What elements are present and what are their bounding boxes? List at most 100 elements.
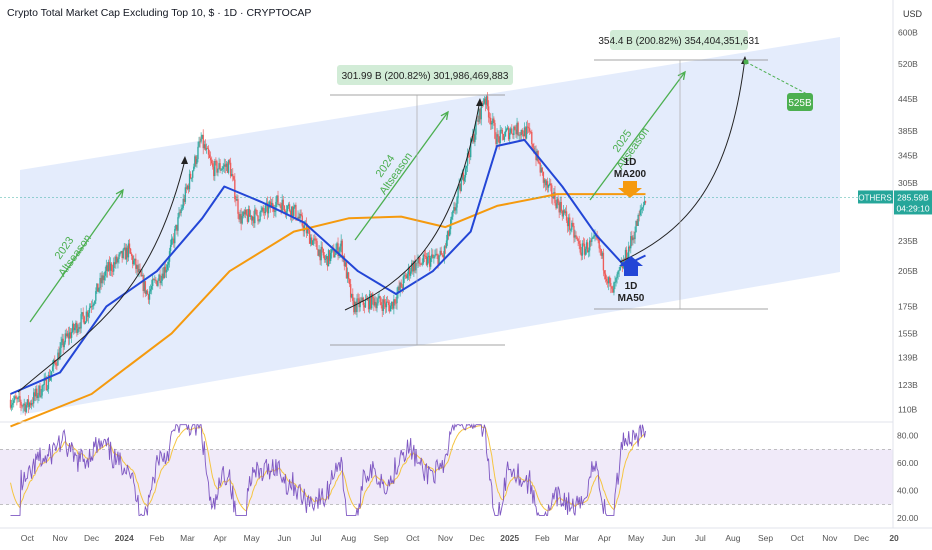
- candle-body: [295, 204, 297, 219]
- candle-body: [14, 396, 16, 401]
- candle-body: [502, 133, 505, 140]
- candle-body: [32, 392, 35, 404]
- candle-body: [308, 230, 311, 244]
- candle-body: [507, 127, 510, 140]
- time-tick-label: Jun: [662, 533, 676, 543]
- candle-body: [497, 134, 499, 137]
- candle-body: [161, 273, 163, 281]
- candle-body: [53, 359, 55, 367]
- candle-body: [69, 332, 72, 338]
- time-tick-label: Aug: [341, 533, 356, 543]
- candle-body: [409, 271, 412, 276]
- candle-body: [279, 204, 281, 206]
- candle-body: [173, 238, 175, 244]
- candle-body: [328, 250, 331, 262]
- candle-body: [160, 280, 162, 284]
- candle-body: [110, 263, 113, 271]
- candle-body: [93, 303, 95, 306]
- candle-body: [12, 400, 15, 404]
- candle-body: [630, 236, 632, 249]
- candle-body: [468, 155, 471, 158]
- candle-body: [123, 247, 125, 250]
- candle-body: [619, 266, 621, 270]
- measure-2025: 354.4 B (200.82%) 354,404,351,631: [594, 30, 768, 310]
- candle-body: [612, 288, 614, 293]
- candle-body: [631, 236, 633, 241]
- candle-body: [424, 255, 427, 257]
- candle-body: [523, 127, 526, 137]
- candle-body: [65, 333, 68, 337]
- candle-body: [118, 254, 120, 259]
- candle-body: [24, 403, 26, 412]
- candle-body: [243, 211, 246, 215]
- candle-body: [531, 131, 533, 145]
- candle-body: [585, 242, 588, 249]
- candle-body: [360, 300, 362, 302]
- candle-body: [391, 301, 393, 306]
- rsi-tick-label: 40.00: [897, 486, 919, 496]
- candle-body: [483, 98, 486, 104]
- candle-body: [528, 128, 531, 132]
- curve-2024-arrowhead: [476, 98, 483, 106]
- candle-body: [46, 389, 49, 391]
- candle-body: [584, 248, 587, 255]
- candle-body: [306, 228, 309, 234]
- candle-body: [287, 204, 290, 206]
- candle-body: [76, 322, 78, 334]
- candle-body: [413, 261, 415, 272]
- arrow-2023-head: [115, 188, 124, 198]
- candle-body: [126, 247, 129, 258]
- candle-body: [170, 238, 173, 245]
- candle-body: [113, 262, 115, 272]
- candle-body: [313, 238, 315, 241]
- candle-body: [560, 202, 562, 212]
- price-axis: 600B 520B 445B 385B 345B 305B 235B 205B 175B 155B…: [892, 0, 932, 550]
- candle-body: [154, 279, 156, 281]
- candle-body: [633, 237, 635, 240]
- candle-body: [101, 275, 103, 284]
- candle-body: [280, 205, 282, 212]
- candle-body: [89, 306, 92, 308]
- candle-body: [473, 133, 475, 143]
- series-name-badge: [858, 190, 893, 204]
- candle-body: [233, 176, 235, 180]
- candle-body: [514, 126, 516, 130]
- candle-body: [182, 198, 184, 208]
- candle-body: [199, 141, 201, 143]
- candle-body: [221, 168, 223, 170]
- candle-body: [361, 297, 363, 301]
- candle-body: [114, 262, 116, 265]
- candle-body: [618, 269, 620, 271]
- candle-body: [41, 385, 43, 396]
- rsi-band: [0, 449, 893, 505]
- candle-body: [247, 209, 250, 222]
- candle-body: [254, 209, 256, 224]
- candle-body: [18, 396, 20, 398]
- time-tick-label: May: [628, 533, 645, 543]
- candle-body: [73, 323, 75, 331]
- candle-body: [138, 269, 140, 273]
- price-tick-label: 600B: [898, 27, 918, 37]
- candle-body: [80, 314, 82, 329]
- candle-body: [111, 270, 114, 272]
- candle-body: [446, 231, 449, 241]
- candle-body: [157, 280, 159, 286]
- candle-body: [605, 279, 608, 282]
- candle-body: [333, 247, 335, 258]
- time-tick-label: Apr: [598, 533, 611, 543]
- candle-body: [197, 146, 199, 160]
- candle-body: [194, 156, 196, 167]
- candle-body: [644, 201, 647, 203]
- candle-body: [252, 216, 254, 221]
- candle-body: [485, 96, 488, 105]
- candle-body: [488, 117, 491, 119]
- curve-2024: [344, 99, 481, 311]
- candle-body: [519, 134, 521, 136]
- ascending-channel: [20, 37, 840, 415]
- candle-body: [176, 224, 178, 231]
- candle-body: [253, 216, 255, 224]
- candle-body: [16, 398, 18, 400]
- candle-body: [565, 211, 568, 221]
- candle-body: [95, 291, 97, 301]
